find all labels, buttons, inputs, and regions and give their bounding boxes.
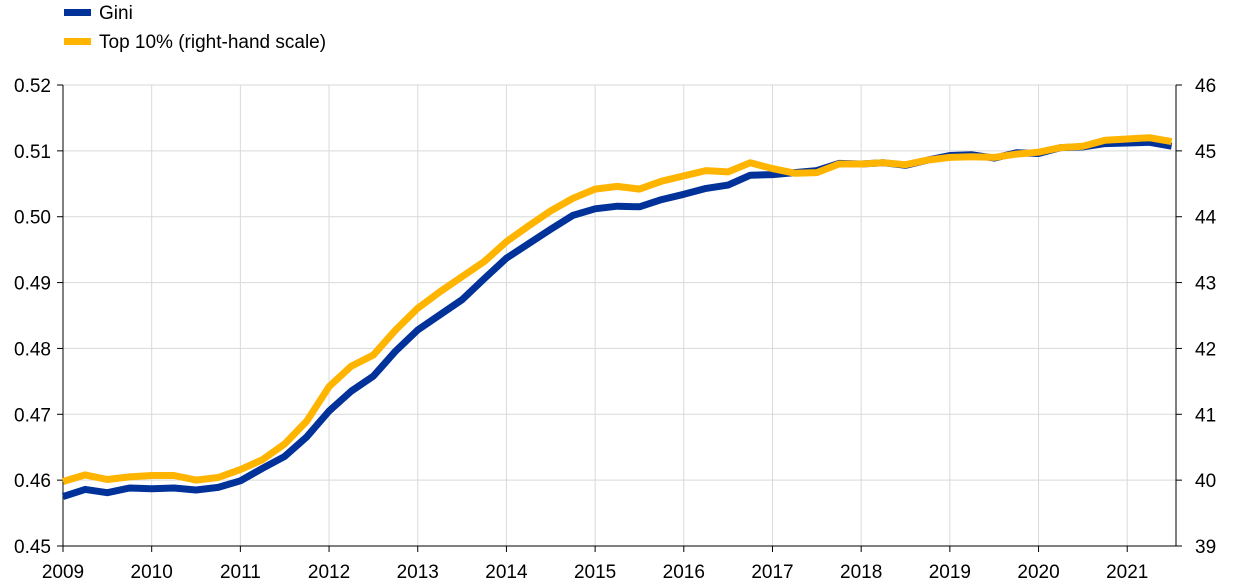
x-tick-label: 2016	[663, 562, 705, 583]
grid-lines	[63, 84, 1176, 546]
y-right-tick-label: 46	[1195, 76, 1216, 97]
y-right-tick-label: 39	[1195, 537, 1216, 558]
x-tick-label: 2012	[308, 562, 350, 583]
y-left-tick-label: 0.50	[14, 208, 51, 229]
x-tick-label: 2013	[397, 562, 439, 583]
series-lines	[61, 134, 1173, 500]
x-tick-label: 2014	[485, 562, 528, 583]
y-right-tick-label: 43	[1195, 274, 1216, 295]
y-right-tick-label: 44	[1195, 208, 1217, 229]
axes	[57, 84, 1182, 552]
chart-legend: Gini Top 10% (right-hand scale)	[64, 3, 326, 53]
y-left-tick-label: 0.49	[14, 274, 51, 295]
x-tick-label: 2020	[1017, 562, 1059, 583]
y-left-tick-label: 0.48	[14, 339, 51, 360]
y-right-tick-label: 42	[1195, 339, 1216, 360]
y-left-tick-label: 0.51	[14, 142, 51, 163]
y-left-tick-label: 0.45	[14, 537, 51, 558]
x-tick-label: 2017	[751, 562, 793, 583]
x-tick-label: 2010	[131, 562, 173, 583]
y-right-tick-label: 45	[1195, 142, 1216, 163]
x-tick-label: 2011	[220, 562, 261, 583]
legend-swatch-gini	[64, 9, 91, 16]
series-line-top10	[62, 134, 1173, 485]
x-tick-label: 2019	[929, 562, 971, 583]
x-tick-label: 2021	[1106, 562, 1148, 583]
series-line-gini	[61, 138, 1173, 500]
y-right-tick-label: 41	[1195, 405, 1216, 426]
y-left-tick-label: 0.47	[14, 405, 51, 426]
y-left-tick-label: 0.46	[14, 471, 51, 492]
legend-label-gini: Gini	[99, 3, 133, 24]
x-tick-label: 2018	[840, 562, 882, 583]
legend-label-top10: Top 10% (right-hand scale)	[99, 32, 326, 53]
legend-swatch-top10	[64, 38, 91, 45]
y-right-tick-label: 40	[1195, 471, 1216, 492]
x-tick-label: 2009	[42, 562, 84, 583]
x-tick-label: 2015	[574, 562, 616, 583]
tick-labels: 0.45 39 0.46 40 0.47 41 0.48 42 0.49 43 0.50 44 0.51…	[14, 76, 1217, 583]
y-left-tick-label: 0.52	[14, 76, 51, 97]
